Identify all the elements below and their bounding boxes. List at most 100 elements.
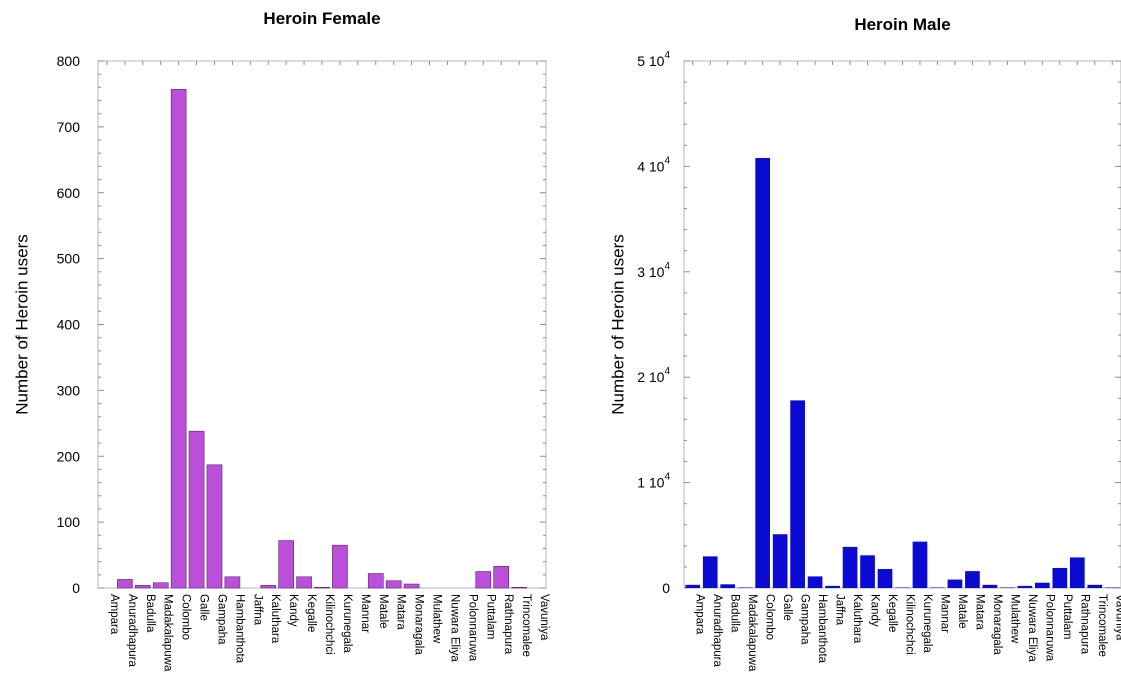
category-label: Colombo [764, 594, 776, 640]
category-label: Kilinochchci [323, 594, 335, 655]
category-label: Gampaha [215, 594, 227, 645]
category-label: Hambanthota [816, 594, 828, 664]
bar [912, 541, 928, 588]
bar [772, 534, 788, 588]
category-label: Jaffna [251, 594, 263, 626]
y-tick-label: 3 104 [637, 260, 670, 280]
category-label: Mannar [938, 594, 950, 633]
bar [842, 546, 858, 588]
category-label: Mannar [359, 594, 371, 633]
bar [947, 579, 963, 588]
category-label: Kandy [287, 594, 299, 627]
category-label: Kurunegala [921, 594, 933, 653]
category-label: Monaragala [413, 594, 425, 655]
bar [117, 579, 133, 589]
category-label: Monaragala [991, 594, 1003, 655]
y-tick-label: 100 [57, 514, 81, 530]
y-tick-label-exponent: 4 [664, 155, 670, 166]
category-label: Jaffna [834, 594, 846, 626]
bar [1000, 587, 1015, 588]
category-label: Hambanthota [233, 594, 245, 664]
category-label: Vavuniya [538, 594, 550, 641]
category-label: Anuradhapura [711, 594, 723, 667]
category-label: Kurunegala [341, 594, 353, 653]
bar [1052, 567, 1068, 588]
bar [403, 583, 420, 589]
category-label: Kandy [869, 594, 881, 627]
category-label: Badulla [144, 594, 156, 633]
y-tick-label: 200 [57, 448, 81, 464]
category-label: Madakalapuwa [746, 594, 758, 672]
y-tick-label-exponent: 4 [664, 260, 670, 271]
category-label: Galle [781, 594, 793, 621]
category-label: Matale [377, 594, 389, 629]
bar [965, 571, 980, 588]
category-label: Colombo [180, 594, 192, 640]
y-tick-label: 1 104 [637, 471, 670, 491]
bar [152, 582, 169, 589]
bar [685, 584, 701, 588]
y-tick-label: 0 [72, 580, 80, 596]
y-tick-label-exponent: 4 [664, 471, 670, 482]
bar [278, 540, 294, 589]
category-label: Matara [395, 594, 407, 630]
category-label: Kilinochchci [904, 594, 916, 655]
bar [367, 573, 384, 589]
bar [895, 587, 910, 588]
category-label: Polonnaruwa [1043, 594, 1055, 662]
plot-frame [97, 60, 547, 589]
bar [1034, 582, 1050, 588]
category-label: Rathnapura [502, 594, 514, 655]
bar [1017, 585, 1033, 588]
category-label: Trincomalee [1096, 594, 1108, 657]
bar [737, 587, 753, 588]
category-label: Puttalam [1061, 594, 1073, 639]
category-label: Kaluthara [269, 594, 281, 644]
bar [877, 569, 893, 588]
category-label: Ampara [694, 594, 706, 635]
bar [807, 576, 823, 588]
y-tick-label-exponent: 4 [664, 366, 670, 377]
y-tick-label-exponent: 4 [664, 50, 670, 61]
y-tick-label: 4 104 [637, 155, 670, 175]
y-tick-label-base: 3 10 [637, 264, 664, 280]
bar [296, 576, 312, 589]
bar [188, 430, 205, 589]
plot-frame [683, 60, 1121, 589]
category-label: Ampara [108, 594, 120, 635]
bar [475, 571, 492, 589]
bar [702, 556, 718, 588]
category-label: Rathnapura [1078, 594, 1090, 655]
y-tick-label: 600 [57, 185, 81, 201]
y-axis-label: Number of Heroin users [13, 234, 32, 414]
category-label: Puttalam [484, 594, 496, 639]
bar [385, 580, 402, 589]
category-label: Kegalle [886, 594, 898, 632]
y-tick-label: 400 [57, 317, 81, 333]
y-tick-label-base: 0 [662, 580, 670, 596]
category-label: Nuwara Eliya [1026, 594, 1038, 662]
y-tick-label: 2 104 [637, 366, 670, 386]
bar [206, 464, 223, 589]
y-tick-label: 5 104 [637, 50, 670, 70]
bar [314, 587, 330, 589]
category-label: Polonnaruwa [466, 594, 478, 662]
bar [790, 400, 805, 588]
bar [982, 584, 998, 588]
bar [511, 587, 527, 589]
chart-title: Heroin Female [263, 9, 380, 28]
category-label: Gampaha [799, 594, 811, 645]
y-tick-label: 700 [57, 119, 81, 135]
bar [860, 555, 875, 588]
y-tick-label: 800 [57, 53, 81, 69]
bar [825, 585, 840, 588]
category-label: Galle [198, 594, 210, 621]
bar [720, 584, 736, 588]
y-tick-label-base: 5 10 [637, 53, 664, 69]
bar [1069, 557, 1085, 588]
bar [332, 544, 348, 589]
category-label: Kaluthara [851, 594, 863, 644]
category-label: Mulathew [431, 594, 443, 644]
